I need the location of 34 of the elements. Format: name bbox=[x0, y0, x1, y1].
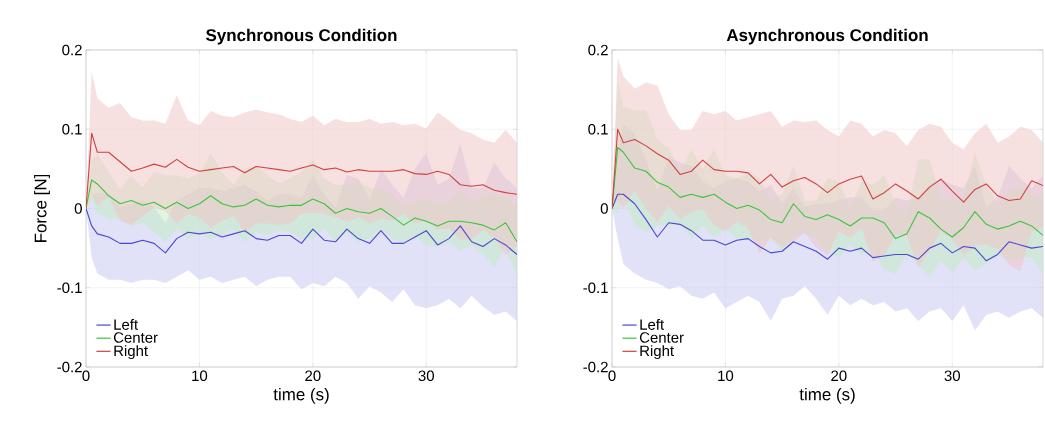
chart-title: Asynchronous Condition bbox=[726, 28, 928, 45]
legend-label: Right bbox=[114, 345, 148, 360]
x-tick-label: 10 bbox=[718, 370, 734, 382]
y-tick-label: 0.2 bbox=[588, 44, 608, 56]
line-series bbox=[612, 146, 1044, 240]
y-tick-label: 0.1 bbox=[62, 123, 82, 135]
line-series bbox=[612, 193, 1044, 262]
y-tick-label: -0.2 bbox=[583, 361, 608, 373]
line-series bbox=[612, 128, 1044, 210]
legend-label: Center bbox=[113, 332, 158, 343]
x-tick-label: 20 bbox=[831, 370, 847, 382]
y-axis-title: Force [N] bbox=[34, 174, 50, 242]
legend-label: Left bbox=[114, 318, 138, 330]
line-series bbox=[86, 207, 517, 256]
x-tick-label: 0 bbox=[608, 370, 616, 382]
legend-label: Right bbox=[640, 345, 674, 360]
x-tick-label: 10 bbox=[192, 370, 208, 382]
y-tick-label: 0.1 bbox=[588, 123, 608, 135]
line-series bbox=[86, 179, 517, 243]
x-tick-label: 0 bbox=[82, 370, 90, 382]
x-tick-label: 30 bbox=[418, 370, 434, 382]
x-tick-label: 20 bbox=[305, 370, 321, 382]
y-tick-label: 0.2 bbox=[62, 44, 82, 56]
x-tick-label: 30 bbox=[944, 370, 960, 382]
x-axis-title: time (s) bbox=[273, 387, 329, 404]
y-tick-label: -0.2 bbox=[57, 361, 82, 373]
y-tick-label: 0 bbox=[600, 203, 608, 214]
y-tick-label: 0 bbox=[74, 203, 82, 214]
legend-label: Left bbox=[640, 318, 665, 330]
x-axis-title: time (s) bbox=[799, 387, 855, 404]
y-tick-label: -0.1 bbox=[583, 282, 608, 294]
y-tick-label: -0.1 bbox=[57, 282, 82, 294]
legend-label: Center bbox=[639, 332, 684, 343]
chart-title: Synchronous Condition bbox=[206, 28, 397, 45]
